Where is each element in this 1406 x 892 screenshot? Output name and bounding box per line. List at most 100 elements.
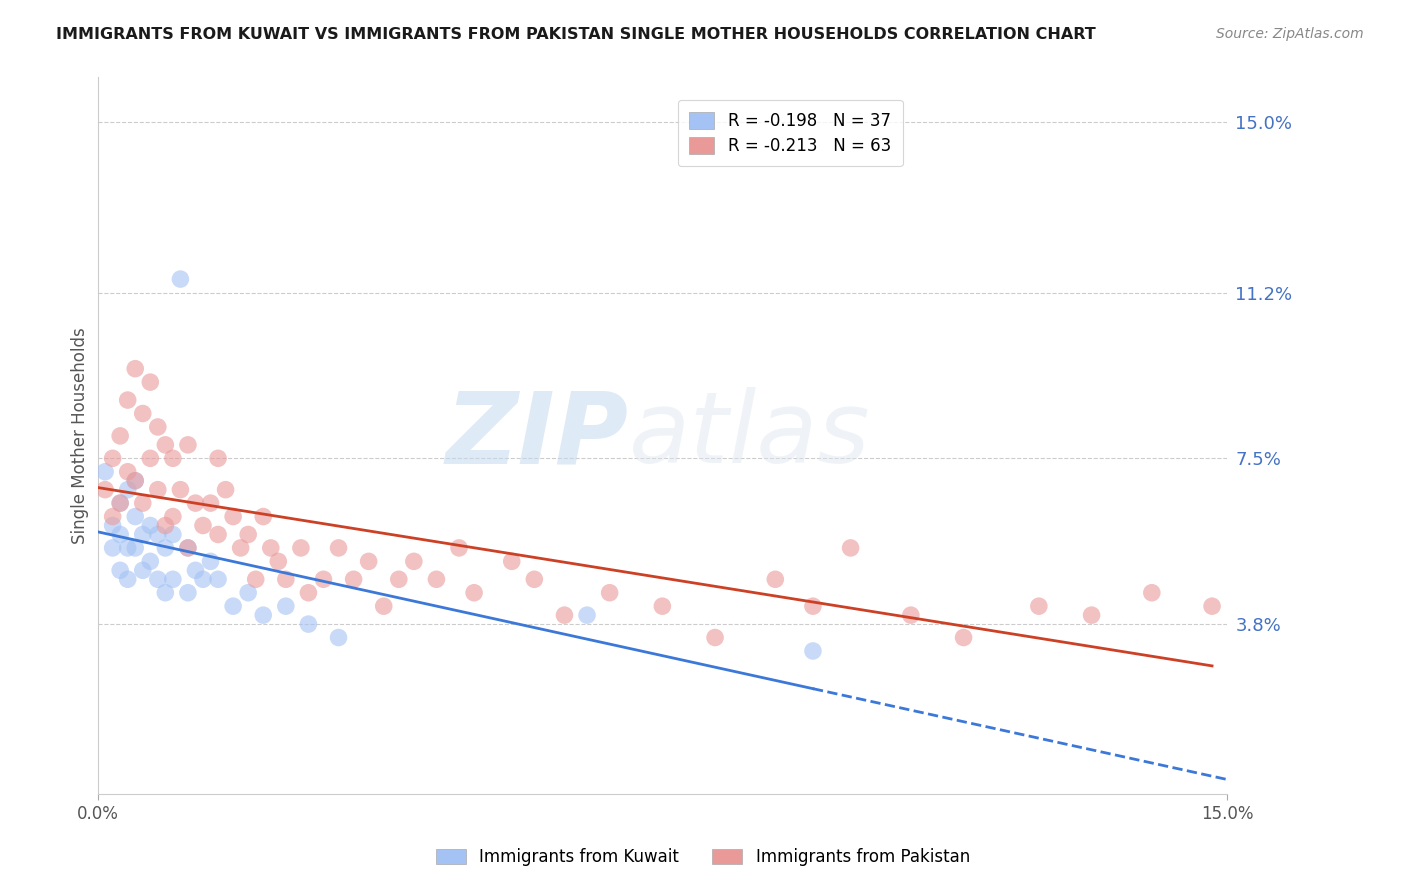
Point xyxy=(447,541,470,555)
Point xyxy=(952,631,974,645)
Point xyxy=(599,585,621,599)
Point xyxy=(108,496,131,510)
Point xyxy=(229,541,252,555)
Point xyxy=(108,496,131,510)
Point xyxy=(576,608,599,623)
Point xyxy=(94,483,117,497)
Point xyxy=(184,496,207,510)
Point xyxy=(132,563,155,577)
Point xyxy=(245,572,267,586)
Point xyxy=(117,483,139,497)
Text: atlas: atlas xyxy=(628,387,870,484)
Point xyxy=(139,518,162,533)
Point xyxy=(94,465,117,479)
Point xyxy=(463,585,485,599)
Point xyxy=(177,438,200,452)
Point xyxy=(108,527,131,541)
Point xyxy=(900,608,922,623)
Point xyxy=(373,599,395,614)
Text: Source: ZipAtlas.com: Source: ZipAtlas.com xyxy=(1216,27,1364,41)
Point xyxy=(1140,585,1163,599)
Point xyxy=(290,541,312,555)
Point xyxy=(763,572,786,586)
Point xyxy=(200,554,222,568)
Point xyxy=(238,585,260,599)
Point xyxy=(207,527,229,541)
Point xyxy=(207,572,229,586)
Point xyxy=(155,585,177,599)
Point xyxy=(274,599,297,614)
Point xyxy=(553,608,575,623)
Point xyxy=(101,451,124,466)
Point xyxy=(651,599,673,614)
Point xyxy=(801,599,824,614)
Point xyxy=(297,585,319,599)
Point xyxy=(177,541,200,555)
Point xyxy=(214,483,236,497)
Point xyxy=(238,527,260,541)
Point xyxy=(162,451,184,466)
Point xyxy=(267,554,290,568)
Legend: R = -0.198   N = 37, R = -0.213   N = 63: R = -0.198 N = 37, R = -0.213 N = 63 xyxy=(678,100,903,167)
Point xyxy=(101,509,124,524)
Point xyxy=(207,451,229,466)
Point xyxy=(117,392,139,407)
Point xyxy=(200,496,222,510)
Point xyxy=(357,554,380,568)
Point xyxy=(388,572,411,586)
Point xyxy=(1201,599,1223,614)
Point xyxy=(297,617,319,632)
Point xyxy=(124,474,146,488)
Point xyxy=(155,541,177,555)
Point xyxy=(132,496,155,510)
Point xyxy=(260,541,283,555)
Point xyxy=(124,541,146,555)
Y-axis label: Single Mother Households: Single Mother Households xyxy=(72,327,89,544)
Point xyxy=(222,509,245,524)
Point xyxy=(101,541,124,555)
Point xyxy=(124,474,146,488)
Point xyxy=(162,527,184,541)
Point xyxy=(132,407,155,421)
Point xyxy=(252,509,274,524)
Point xyxy=(146,572,169,586)
Text: IMMIGRANTS FROM KUWAIT VS IMMIGRANTS FROM PAKISTAN SINGLE MOTHER HOUSEHOLDS CORR: IMMIGRANTS FROM KUWAIT VS IMMIGRANTS FRO… xyxy=(56,27,1097,42)
Point xyxy=(162,509,184,524)
Point xyxy=(146,483,169,497)
Point xyxy=(328,541,350,555)
Point xyxy=(146,527,169,541)
Point xyxy=(328,631,350,645)
Point xyxy=(169,272,191,286)
Point xyxy=(704,631,727,645)
Point xyxy=(169,483,191,497)
Point xyxy=(523,572,546,586)
Point xyxy=(124,361,146,376)
Legend: Immigrants from Kuwait, Immigrants from Pakistan: Immigrants from Kuwait, Immigrants from … xyxy=(427,840,979,875)
Point xyxy=(177,585,200,599)
Point xyxy=(425,572,447,586)
Point xyxy=(101,518,124,533)
Point xyxy=(1080,608,1102,623)
Point xyxy=(1028,599,1050,614)
Point xyxy=(501,554,523,568)
Point xyxy=(177,541,200,555)
Point xyxy=(222,599,245,614)
Point xyxy=(839,541,862,555)
Point xyxy=(139,554,162,568)
Point xyxy=(312,572,335,586)
Point xyxy=(162,572,184,586)
Point xyxy=(117,541,139,555)
Point xyxy=(146,420,169,434)
Point xyxy=(108,563,131,577)
Point xyxy=(402,554,425,568)
Point xyxy=(132,527,155,541)
Point xyxy=(274,572,297,586)
Point xyxy=(801,644,824,658)
Point xyxy=(139,375,162,389)
Point xyxy=(191,518,214,533)
Point xyxy=(252,608,274,623)
Point xyxy=(117,465,139,479)
Point xyxy=(191,572,214,586)
Point xyxy=(139,451,162,466)
Point xyxy=(155,518,177,533)
